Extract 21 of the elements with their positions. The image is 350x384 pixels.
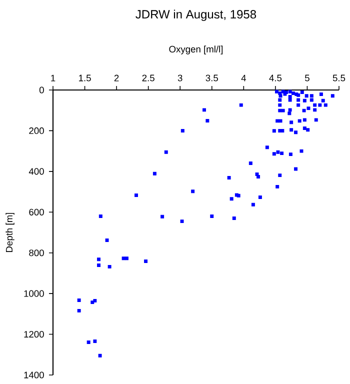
x-axis-title: Oxygen [ml/l] <box>169 46 223 54</box>
y-axis-title: Depth [m] <box>6 212 14 252</box>
y-tick-label: 800 <box>29 250 44 256</box>
x-tick-label: 5.5 <box>332 74 346 82</box>
y-tick-label: 200 <box>29 127 44 134</box>
x-tick-label: 5 <box>305 74 310 82</box>
y-tick-label: 400 <box>28 168 44 175</box>
y-tick-label: 1200 <box>24 330 44 338</box>
y-tick-label: 0 <box>39 86 44 94</box>
x-tick-label: 4.5 <box>269 74 282 82</box>
x-tick-label: 2.5 <box>142 74 154 82</box>
x-tick-label: 1.5 <box>79 74 91 82</box>
chart-title: JDRW in August, 1958 <box>136 10 256 21</box>
x-tick-label: 3 <box>178 74 182 82</box>
x-tick-label: 4 <box>241 74 246 82</box>
y-tick-label: 1000 <box>24 290 44 297</box>
x-tick-label: 2 <box>114 74 119 82</box>
x-tick-label: 3.5 <box>206 74 218 82</box>
x-tick-label: 1 <box>51 74 56 82</box>
y-tick-label: 1400 <box>24 372 44 378</box>
y-tick-label: 600 <box>29 208 44 216</box>
